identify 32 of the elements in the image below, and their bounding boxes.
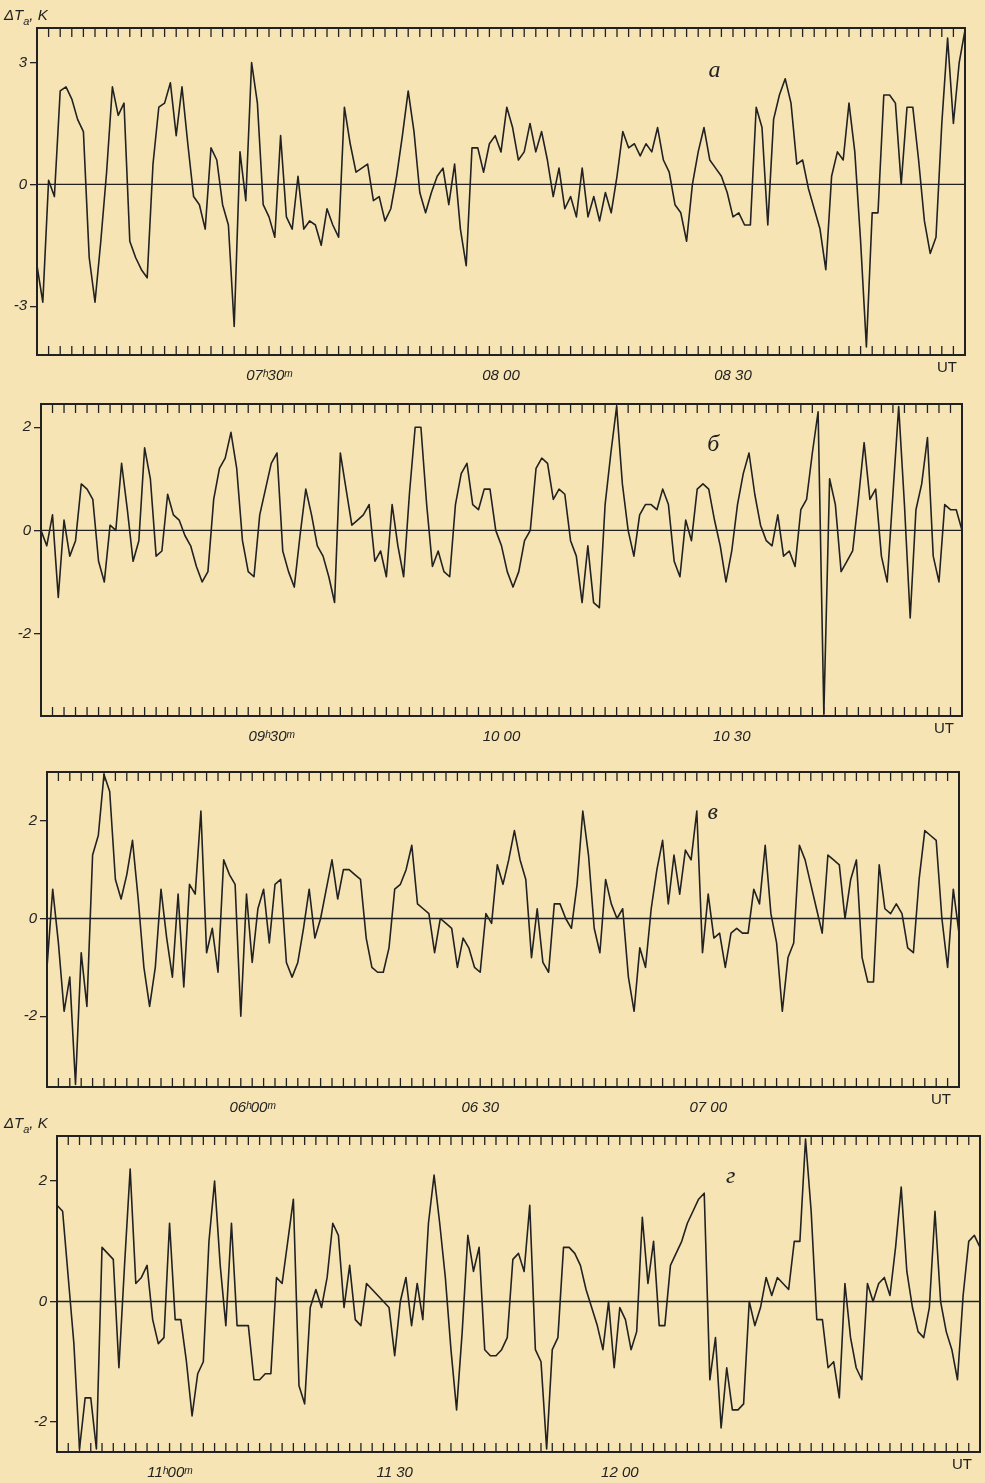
x-tick-label: 12 00 — [601, 1463, 640, 1481]
x-tick-label: 09ʰ30ᵐ — [248, 727, 296, 745]
x-axis-title: UT — [952, 1454, 972, 1472]
y-tick-label: -2 — [33, 1412, 48, 1430]
y-tick-label: 2 — [21, 417, 32, 435]
y-tick-label: 3 — [18, 52, 28, 70]
x-tick-label: 06ʰ00ᵐ — [229, 1098, 277, 1116]
x-axis-title: UT — [934, 718, 954, 736]
x-tick-label: 07ʰ30ᵐ — [246, 366, 294, 384]
text: б — [707, 429, 721, 456]
x-tick-label: 07 00 — [689, 1098, 728, 1116]
x-tick-label: 06 30 — [461, 1098, 500, 1116]
text: г — [726, 1162, 736, 1189]
x-tick-label: 11ʰ00ᵐ — [147, 1463, 194, 1481]
y-tick-label: -3 — [13, 296, 28, 314]
x-tick-label: 08 00 — [482, 366, 521, 384]
x-tick-label: 10 00 — [482, 727, 521, 745]
y-tick-label: 2 — [27, 811, 38, 829]
y-tick-label: 0 — [28, 908, 38, 926]
text: в — [707, 798, 718, 825]
y-tick-label: -2 — [23, 1006, 38, 1024]
x-tick-label: 08 30 — [714, 366, 753, 384]
text: а — [708, 55, 721, 82]
y-tick-label: 2 — [37, 1171, 48, 1189]
x-tick-label: 10 30 — [712, 727, 752, 745]
y-tick-label: 0 — [38, 1291, 48, 1309]
y-tick-label: 0 — [18, 174, 28, 192]
y-tick-label: -2 — [17, 623, 32, 641]
x-axis-title: UT — [931, 1089, 951, 1107]
y-tick-label: 0 — [22, 520, 32, 538]
x-tick-label: 11 30 — [376, 1463, 414, 1481]
x-axis-title: UT — [937, 357, 957, 375]
